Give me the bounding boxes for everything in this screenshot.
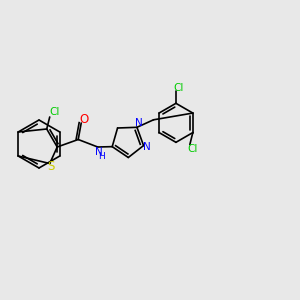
Text: N: N	[143, 142, 151, 152]
Text: S: S	[47, 160, 55, 173]
Text: Cl: Cl	[174, 83, 184, 93]
Text: O: O	[79, 113, 88, 126]
Text: Cl: Cl	[49, 107, 59, 118]
Text: Cl: Cl	[188, 144, 198, 154]
Text: H: H	[98, 152, 105, 161]
Text: N: N	[135, 118, 142, 128]
Text: N: N	[95, 147, 103, 158]
